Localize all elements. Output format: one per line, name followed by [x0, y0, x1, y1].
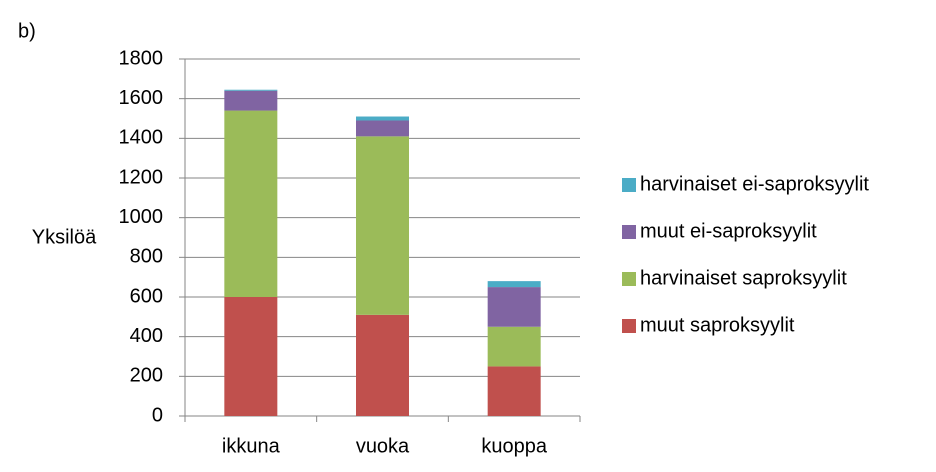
bar-segment [356, 314, 409, 416]
bar-segment [356, 116, 409, 121]
y-tick-label: 1000 [119, 206, 164, 228]
y-axis-label: Yksilöä [32, 226, 97, 248]
bar-segment [487, 281, 541, 288]
legend-swatch [622, 272, 636, 286]
y-tick-label: 1800 [119, 47, 164, 69]
legend-label: harvinaiset ei-saproksyylit [640, 173, 869, 195]
bar-segment [224, 297, 278, 416]
y-tick-label: 1600 [119, 87, 164, 109]
bar-segment [356, 136, 409, 315]
y-tick-label: 200 [130, 365, 163, 387]
legend-label: muut saproksyylit [640, 314, 795, 336]
legend-label: muut ei-saproksyylit [640, 220, 817, 242]
y-tick-label: 0 [152, 404, 163, 426]
legend-label: harvinaiset saproksyylit [640, 267, 847, 289]
legend-swatch [622, 178, 636, 192]
y-tick-label: 400 [130, 325, 163, 347]
legend-swatch [622, 225, 636, 239]
chart-title: b) [18, 20, 36, 42]
bar-segment [487, 366, 541, 416]
bar-segment [487, 287, 541, 327]
bar-segment [487, 326, 541, 367]
y-tick-label: 600 [130, 285, 163, 307]
x-tick-label: kuoppa [481, 435, 547, 457]
bar-segment [224, 110, 278, 297]
y-tick-label: 800 [130, 246, 163, 268]
x-tick-label: ikkuna [222, 435, 281, 457]
y-tick-label: 1400 [119, 127, 164, 149]
y-tick-label: 1200 [119, 166, 164, 188]
bar-segment [356, 120, 409, 137]
legend-swatch [622, 319, 636, 333]
bar-segment [224, 90, 278, 111]
x-tick-label: vuoka [356, 435, 410, 457]
bar-segment [224, 89, 278, 91]
